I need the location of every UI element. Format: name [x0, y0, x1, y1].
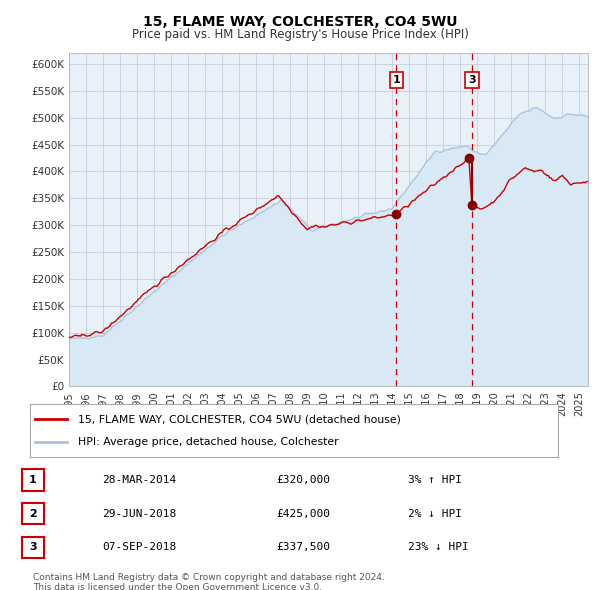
Text: 3: 3: [468, 75, 476, 85]
Text: £425,000: £425,000: [276, 509, 330, 519]
Text: HPI: Average price, detached house, Colchester: HPI: Average price, detached house, Colc…: [77, 437, 338, 447]
Text: 28-MAR-2014: 28-MAR-2014: [102, 475, 176, 485]
Text: 3% ↑ HPI: 3% ↑ HPI: [408, 475, 462, 485]
Text: 07-SEP-2018: 07-SEP-2018: [102, 542, 176, 552]
Text: 15, FLAME WAY, COLCHESTER, CO4 5WU (detached house): 15, FLAME WAY, COLCHESTER, CO4 5WU (deta…: [77, 414, 400, 424]
Text: £320,000: £320,000: [276, 475, 330, 485]
Text: 2% ↓ HPI: 2% ↓ HPI: [408, 509, 462, 519]
Text: 23% ↓ HPI: 23% ↓ HPI: [408, 542, 469, 552]
Text: 3: 3: [29, 542, 37, 552]
Text: 2: 2: [29, 509, 37, 519]
Text: 1: 1: [29, 475, 37, 485]
Text: £337,500: £337,500: [276, 542, 330, 552]
Text: Contains HM Land Registry data © Crown copyright and database right 2024.
This d: Contains HM Land Registry data © Crown c…: [33, 573, 385, 590]
Text: 15, FLAME WAY, COLCHESTER, CO4 5WU: 15, FLAME WAY, COLCHESTER, CO4 5WU: [143, 15, 457, 29]
Text: 1: 1: [392, 75, 400, 85]
Text: 29-JUN-2018: 29-JUN-2018: [102, 509, 176, 519]
Text: Price paid vs. HM Land Registry's House Price Index (HPI): Price paid vs. HM Land Registry's House …: [131, 28, 469, 41]
